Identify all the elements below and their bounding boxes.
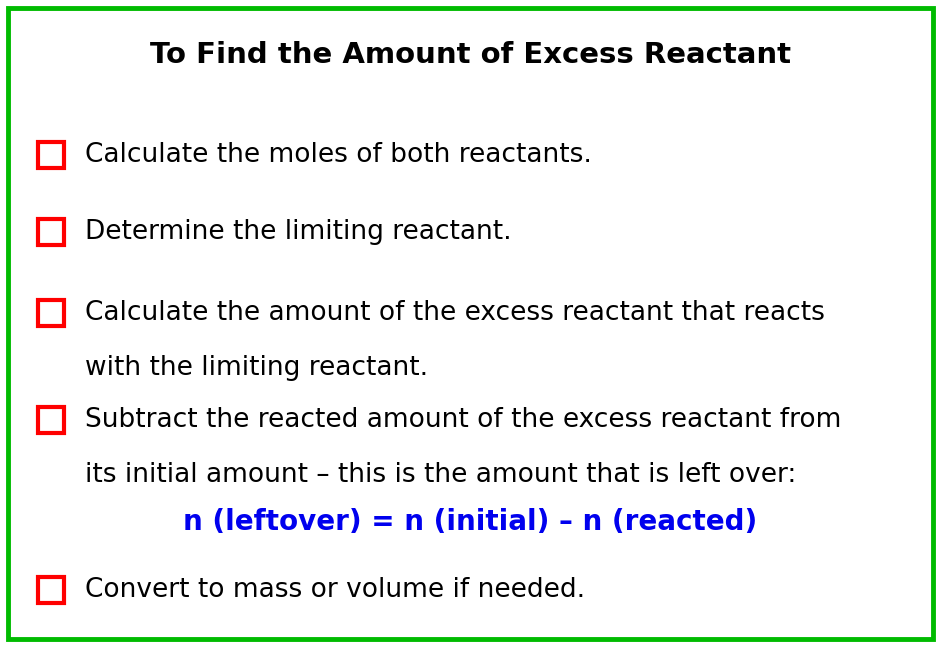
Text: To Find the Amount of Excess Reactant: To Find the Amount of Excess Reactant: [150, 41, 791, 69]
Text: with the limiting reactant.: with the limiting reactant.: [85, 355, 428, 381]
Text: Subtract the reacted amount of the excess reactant from: Subtract the reacted amount of the exces…: [85, 407, 841, 433]
Bar: [38, 577, 64, 603]
Text: Determine the limiting reactant.: Determine the limiting reactant.: [85, 219, 512, 245]
Bar: [38, 142, 64, 168]
Text: Calculate the moles of both reactants.: Calculate the moles of both reactants.: [85, 142, 592, 168]
Bar: [38, 219, 64, 245]
Bar: [38, 300, 64, 326]
Text: n (leftover) = n (initial) – n (reacted): n (leftover) = n (initial) – n (reacted): [183, 508, 758, 536]
Text: Calculate the amount of the excess reactant that reacts: Calculate the amount of the excess react…: [85, 300, 825, 326]
Bar: [38, 407, 64, 433]
Text: its initial amount – this is the amount that is left over:: its initial amount – this is the amount …: [85, 462, 796, 488]
Text: Convert to mass or volume if needed.: Convert to mass or volume if needed.: [85, 577, 585, 603]
